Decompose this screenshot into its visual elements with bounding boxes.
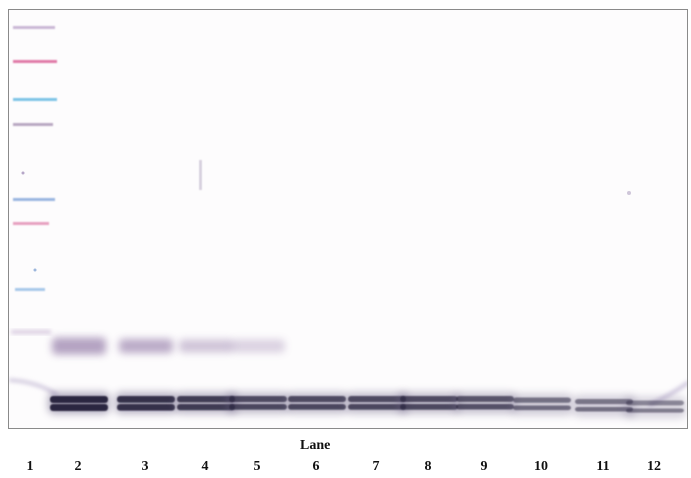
lane-label-5: 5 <box>253 459 261 474</box>
upper-band <box>231 339 285 353</box>
band-upper-line <box>229 396 287 403</box>
band-haze <box>624 396 686 419</box>
speck-artifact <box>627 191 631 195</box>
band-lower-line <box>117 404 175 411</box>
lane-label-6: 6 <box>312 459 320 474</box>
lane-label-10: 10 <box>534 459 548 474</box>
lane-2 <box>48 337 110 414</box>
band-upper-line <box>456 396 514 402</box>
lane-3 <box>115 338 177 414</box>
band-haze <box>398 392 460 414</box>
ladder-speck <box>21 171 25 175</box>
lane-11 <box>573 395 635 417</box>
ladder-mark <box>13 26 55 29</box>
band-haze <box>511 393 573 416</box>
lane-9 <box>454 392 516 414</box>
ladder-mark <box>11 330 51 334</box>
band-upper-line <box>348 396 406 403</box>
band-lower-line <box>288 404 346 410</box>
ladder-mark <box>13 123 53 126</box>
lane-5 <box>227 339 289 414</box>
band-upper-line <box>288 396 346 403</box>
upper-band <box>119 338 173 354</box>
band-lower-line <box>456 404 514 410</box>
band-upper-line <box>400 396 458 403</box>
lane-12 <box>624 396 686 419</box>
band-haze <box>115 392 177 414</box>
ladder-mark <box>15 288 45 291</box>
band-lower-line <box>513 405 571 411</box>
lane-label-11: 11 <box>596 459 610 474</box>
band-upper-line <box>117 396 175 403</box>
lane-label-12: 12 <box>647 459 661 474</box>
band-lower-line <box>400 404 458 410</box>
ladder-mark <box>13 198 55 201</box>
lane-10 <box>511 393 573 416</box>
band-upper-line <box>513 397 571 403</box>
band-haze <box>227 392 289 414</box>
lane-label-4: 4 <box>201 459 209 474</box>
band-upper-line <box>177 396 235 403</box>
lane-label-3: 3 <box>141 459 149 474</box>
marker-ladder <box>11 26 57 334</box>
lane-label-7: 7 <box>372 459 380 474</box>
lane-axis-title: Lane <box>300 438 331 453</box>
blot-image <box>9 26 687 419</box>
ladder-mark <box>13 222 49 225</box>
band-lower-line <box>229 404 287 410</box>
lane-label-9: 9 <box>480 459 488 474</box>
band-upper-line <box>50 396 108 403</box>
protein-bands <box>48 337 686 419</box>
ladder-mark <box>13 60 57 63</box>
scratch-artifact <box>199 160 202 190</box>
lane-label-1: 1 <box>26 459 34 474</box>
edge-smear <box>9 378 58 397</box>
western-blot-membrane <box>8 9 688 429</box>
upper-band <box>179 339 233 353</box>
band-lower-line <box>177 404 235 411</box>
band-upper-line <box>626 400 684 406</box>
band-upper-line <box>575 399 633 405</box>
band-haze <box>286 392 348 414</box>
lane-6 <box>286 392 348 414</box>
membrane-artifacts <box>9 160 687 407</box>
band-lower-line <box>575 407 633 412</box>
upper-band <box>52 337 106 355</box>
ladder-speck <box>33 268 37 272</box>
ladder-mark <box>13 98 57 101</box>
band-lower-line <box>626 408 684 413</box>
lane-label-2: 2 <box>74 459 82 474</box>
band-haze <box>454 392 516 414</box>
lane-4 <box>175 339 237 414</box>
band-lower-line <box>50 404 108 411</box>
band-lower-line <box>348 404 406 410</box>
lane-label-8: 8 <box>424 459 432 474</box>
lane-7 <box>346 392 408 414</box>
lane-8 <box>398 392 460 414</box>
